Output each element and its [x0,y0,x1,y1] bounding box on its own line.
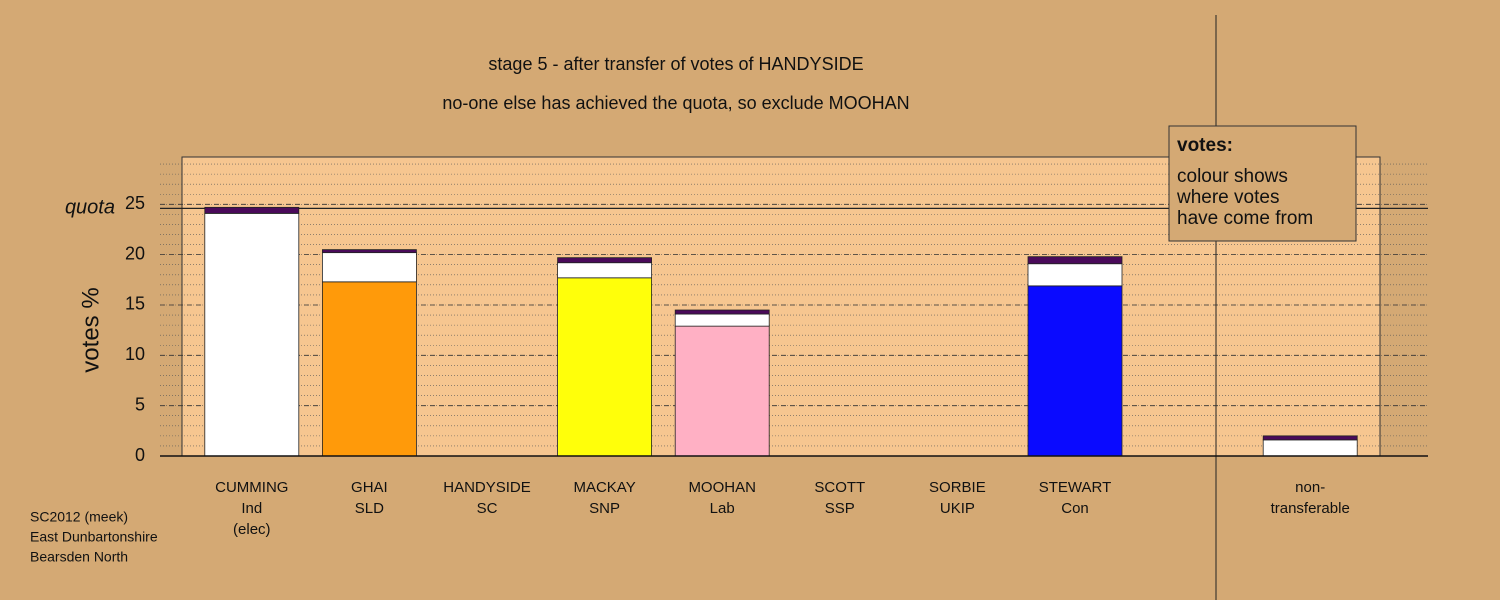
y-tick-label: 10 [125,344,145,364]
bar-segment [321,281,417,457]
x-tick-label: SLD [355,500,384,517]
footer-text: East Dunbartonshire [30,529,158,545]
x-tick-label: Lab [710,500,735,517]
bar-segment [321,249,417,254]
bar-segment [204,212,300,457]
y-tick-label: 20 [125,243,145,263]
bar-segment [674,325,770,457]
y-axis-label: votes % [77,287,104,372]
x-tick-label: (elec) [233,521,271,538]
x-tick-label: SSP [825,500,855,517]
legend-box [1168,125,1357,242]
bar-segment [1027,285,1123,457]
x-tick-label: UKIP [940,500,975,517]
bar-segment [204,206,300,214]
legend-text: colour shows [1177,166,1288,187]
y-tick-label: 15 [125,294,145,314]
bar-segment [674,313,770,327]
x-tick-label: transferable [1271,500,1350,517]
footer-text: SC2012 (meek) [30,509,128,525]
x-tick-label: Ind [241,500,262,517]
x-tick-label: SNP [589,500,620,517]
y-tick-label: 5 [135,394,145,414]
x-tick-label: MOOHAN [688,479,756,496]
footer-text: Bearsden North [30,549,128,565]
x-tick-label: MACKAY [573,479,635,496]
bar-segment [674,309,770,315]
bar-segment [1262,435,1358,441]
x-tick-label: GHAI [351,479,388,496]
y-tick-label: 25 [125,193,145,213]
x-tick-label: Con [1061,500,1089,517]
bar-segment [557,262,652,279]
x-tick-label: SCOTT [814,479,865,496]
bar-segment [1262,439,1358,457]
bar-segment [321,252,417,283]
chart-subtitle: no-one else has achieved the quota, so e… [442,93,909,113]
legend-text: have come from [1177,208,1313,229]
x-tick-label: non- [1295,479,1325,496]
bar-segment [1027,263,1123,287]
x-tick-label: SORBIE [929,479,986,496]
bar-segment [557,257,652,264]
y-tick-label: 0 [135,445,145,465]
x-tick-label: HANDYSIDE [443,479,531,496]
x-tick-label: SC [477,500,498,517]
x-tick-label: CUMMING [215,479,288,496]
legend-title: votes: [1177,135,1233,156]
quota-label: quota [65,197,115,219]
chart-title: stage 5 - after transfer of votes of HAN… [488,54,863,74]
bar-segment [557,277,652,457]
legend-text: where votes [1176,187,1279,208]
bar-segment [1027,256,1123,265]
x-tick-label: STEWART [1039,479,1112,496]
